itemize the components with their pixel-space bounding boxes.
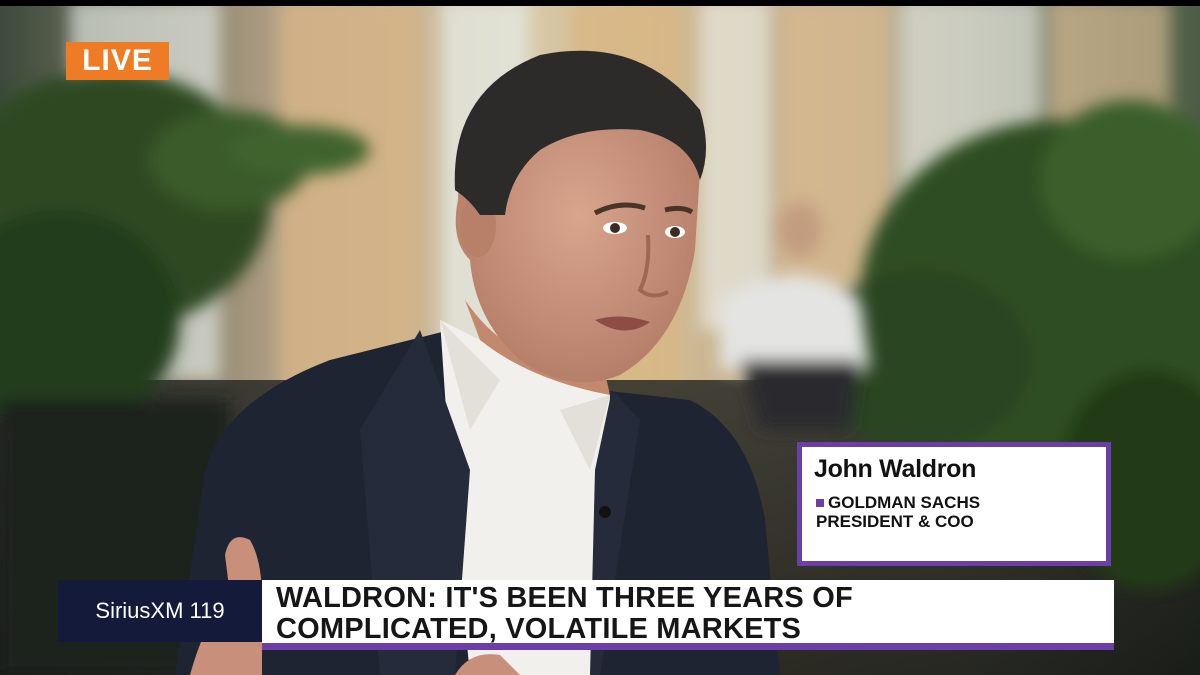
background-person [720,202,870,430]
channel-box: SiriusXM 119 [58,580,262,642]
plant-left [0,70,370,675]
speaker-nameplate: John Waldron GOLDMAN SACHS PRESIDENT & C… [797,442,1111,566]
live-badge: LIVE [66,42,169,80]
channel-label: SiriusXM 119 [95,598,225,623]
speaker-title-line1: GOLDMAN SACHS [828,493,981,512]
headline-line2: COMPLICATED, VOLATILE MARKETS [276,613,802,645]
bullet-square-icon [816,499,824,507]
speaker-title-line2: PRESIDENT & COO [816,512,974,531]
headline-line1: WALDRON: IT'S BEEN THREE YEARS OF [276,582,853,614]
headline-lower-third: WALDRON: IT'S BEEN THREE YEARS OF COMPLI… [262,580,1114,650]
speaker-name: John Waldron [814,455,977,483]
top-letterbox-bar [0,0,1200,6]
